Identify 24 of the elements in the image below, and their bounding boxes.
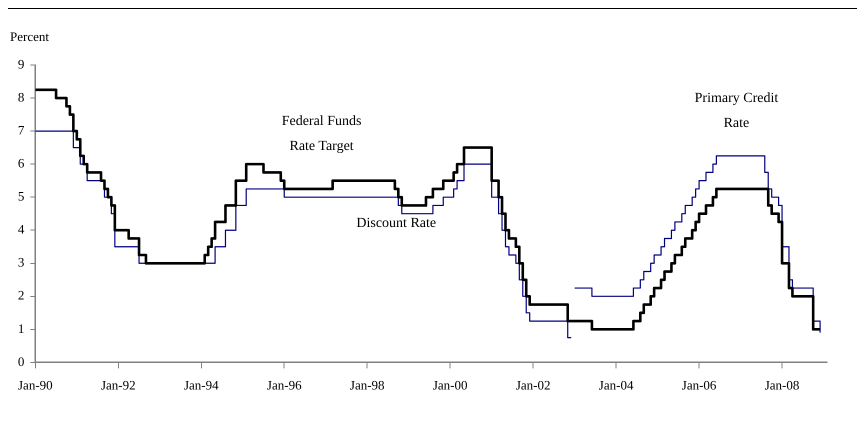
y-tick-label: 7 xyxy=(18,122,25,138)
y-tick-label: 8 xyxy=(18,89,24,104)
y-tick-label: 1 xyxy=(18,320,24,336)
y-tick-label: 4 xyxy=(18,222,25,237)
y-tick-label: 0 xyxy=(18,354,24,369)
x-tick-label: Jan-94 xyxy=(184,378,220,393)
x-tick-label: Jan-04 xyxy=(598,378,634,393)
series-label: Discount Rate xyxy=(356,216,436,231)
x-tick-label: Jan-98 xyxy=(350,378,385,393)
y-tick-label: 3 xyxy=(18,254,24,270)
text: Primary Credit Rate xyxy=(694,91,778,132)
x-tick-label: Jan-92 xyxy=(100,378,136,393)
x-tick-label: Jan-06 xyxy=(682,378,717,393)
y-tick-label: 2 xyxy=(18,288,24,303)
series-label: Federal Funds Rate Target xyxy=(282,114,362,154)
y-tick-label: 9 xyxy=(18,56,24,72)
x-tick-label: Jan-02 xyxy=(516,378,550,393)
x-tick-label: Jan-96 xyxy=(266,378,302,393)
x-tick-label: Jan-00 xyxy=(432,378,468,393)
y-tick-label: 5 xyxy=(18,188,24,204)
x-tick-label: Jan-08 xyxy=(764,378,800,393)
y-tick-label: 6 xyxy=(18,156,25,171)
y-axis-title: Percent xyxy=(10,29,50,45)
x-tick-label: Jan-90 xyxy=(18,378,53,393)
